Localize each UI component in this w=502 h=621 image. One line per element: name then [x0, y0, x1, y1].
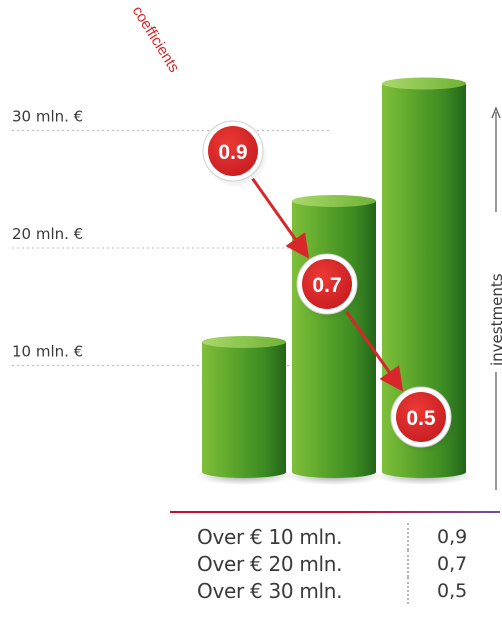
bar-top — [382, 77, 466, 90]
coefficient-value: 0.9 — [218, 141, 247, 164]
coefficient-badges: 0.9 0.7 0.5 — [202, 120, 456, 454]
column-divider — [407, 550, 409, 577]
table-row: Over € 20 mln. 0,7 — [170, 550, 500, 577]
coefficient-badge: 0.7 — [296, 253, 362, 321]
row-value: 0,5 — [437, 579, 468, 602]
coefficient-value: 0.7 — [312, 274, 341, 297]
bar — [196, 336, 292, 485]
coefficient-badge: 0.9 — [202, 120, 268, 188]
investments-axis: investments — [484, 106, 502, 490]
column-divider — [407, 523, 409, 550]
y-tick-label: 10 mln. € — [12, 343, 83, 361]
y-tick-label: 30 mln. € — [12, 108, 83, 126]
row-label: Over € 30 mln. — [197, 578, 343, 603]
table-row: Over € 30 mln. 0,5 — [170, 577, 500, 604]
bar-body — [292, 201, 376, 478]
coefficient-value: 0.5 — [406, 407, 436, 430]
investments-axis-label: investments — [488, 273, 502, 366]
badge-fill — [208, 126, 258, 176]
badge-fill — [302, 259, 352, 309]
row-value: 0,7 — [437, 552, 468, 575]
bar-body — [202, 342, 286, 478]
column-divider — [407, 577, 409, 604]
arrow — [251, 177, 310, 259]
row-label: Over € 20 mln. — [197, 551, 343, 576]
row-label: Over € 10 mln. — [197, 524, 343, 549]
bar-top — [202, 336, 286, 348]
arrow — [345, 310, 404, 392]
investments-axis-arrow-icon — [491, 106, 501, 119]
badge-fill — [396, 392, 446, 442]
coefficient-arrows — [251, 177, 404, 392]
gridlines — [12, 130, 330, 366]
coefficient-badge: 0.5 — [390, 386, 456, 454]
y-tick-labels: 10 mln. € 20 mln. € 30 mln. € — [12, 108, 83, 361]
table-row: Over € 10 mln. 0,9 — [170, 523, 500, 550]
y-tick-label: 20 mln. € — [12, 225, 83, 243]
row-value: 0,9 — [437, 525, 468, 548]
bar-top — [292, 195, 376, 207]
coefficient-table: Over € 10 mln. 0,9 Over € 20 mln. 0,7 Ov… — [170, 511, 500, 604]
coefficients-label: coefficients — [129, 3, 183, 75]
